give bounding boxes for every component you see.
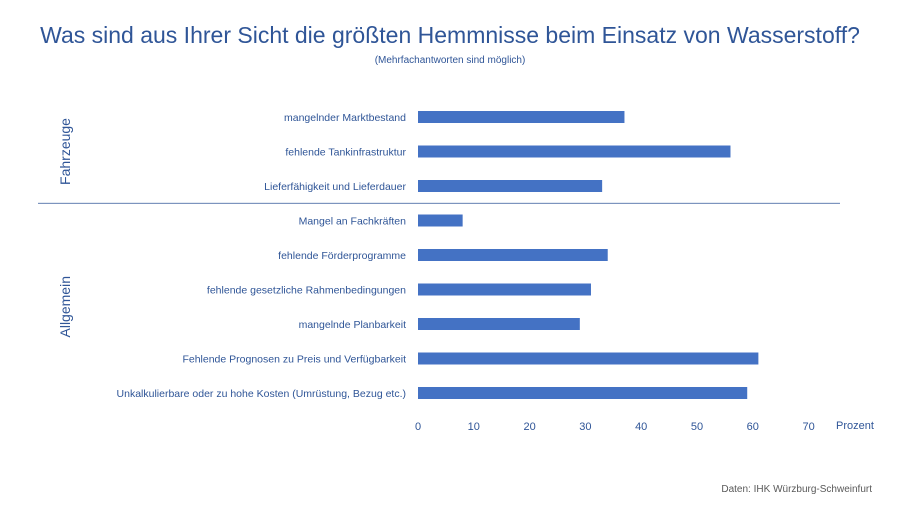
bar [418, 145, 731, 158]
x-tick-label: 20 [523, 421, 535, 433]
bar [418, 214, 463, 227]
bar [418, 111, 625, 123]
group-label: Allgemein [57, 276, 73, 337]
category-label: fehlende gesetzliche Rahmenbedingungen [207, 285, 406, 297]
bar [418, 387, 748, 399]
category-label: fehlende Förderprogramme [278, 250, 406, 262]
bar [418, 283, 591, 296]
bar [418, 352, 759, 365]
category-label: mangelnde Planbarkeit [299, 319, 406, 331]
x-tick-label: 50 [691, 421, 703, 433]
bar [418, 318, 580, 330]
bar [418, 249, 608, 261]
x-tick-label: 60 [747, 421, 759, 433]
x-tick-label: 40 [635, 421, 647, 433]
x-axis-label: Prozent [836, 420, 874, 432]
chart-title: Was sind aus Ihrer Sicht die größten Hem… [40, 22, 860, 48]
category-label: Unkalkulierbare oder zu hohe Kosten (Umr… [117, 388, 406, 400]
x-tick-label: 0 [415, 421, 421, 433]
x-tick-label: 10 [468, 421, 480, 433]
category-label: fehlende Tankinfrastruktur [285, 147, 406, 159]
x-tick-label: 70 [802, 421, 814, 433]
x-tick-label: 30 [579, 421, 591, 433]
category-label: mangelnder Marktbestand [284, 112, 406, 124]
category-label: Fehlende Prognosen zu Preis und Verfügba… [182, 354, 406, 366]
category-label: Mangel an Fachkräften [299, 216, 407, 228]
bar [418, 180, 603, 192]
group-label: Fahrzeuge [57, 118, 73, 185]
category-label: Lieferfähigkeit und Lieferdauer [264, 181, 406, 193]
data-source: Daten: IHK Würzburg-Schweinfurt [721, 484, 872, 495]
chart-subtitle: (Mehrfachantworten sind möglich) [374, 55, 526, 66]
